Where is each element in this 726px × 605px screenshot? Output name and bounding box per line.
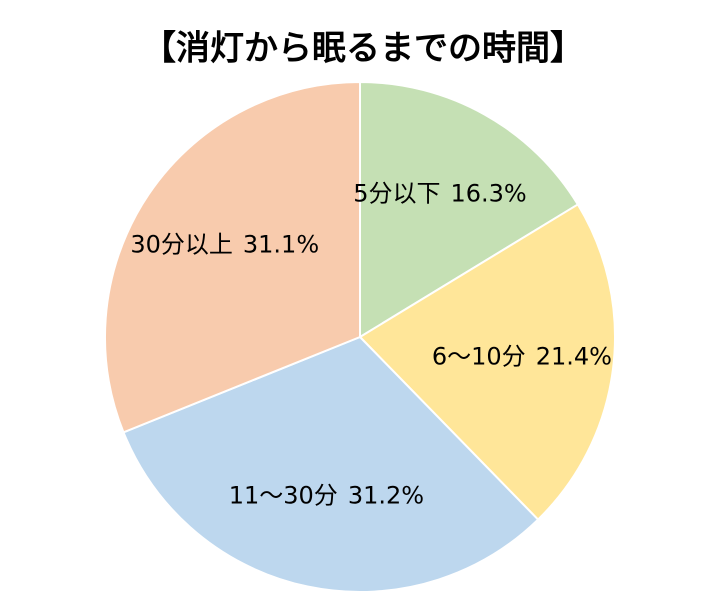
slice-label: 5分以下 16.3% xyxy=(353,180,527,208)
chart-title: 【消灯から眠るまでの時間】 xyxy=(142,29,584,69)
slice-label: 11～30分 31.2% xyxy=(229,482,424,510)
category-label: 11～30分 xyxy=(229,482,338,510)
category-label: 30分以上 xyxy=(130,231,233,259)
category-label: 5分以下 xyxy=(353,180,440,208)
value-label: 31.1% xyxy=(243,231,319,259)
slice-label: 30分以上 31.1% xyxy=(130,231,319,259)
value-label: 21.4% xyxy=(536,342,612,370)
category-label: 6～10分 xyxy=(432,342,526,370)
value-label: 16.3% xyxy=(450,180,526,208)
value-label: 31.2% xyxy=(348,482,424,510)
slice-label: 6～10分 21.4% xyxy=(432,342,612,370)
pie-slice xyxy=(358,203,616,521)
pie-slice xyxy=(359,80,580,339)
pie-slice xyxy=(122,335,540,594)
pie-slice xyxy=(104,80,361,434)
